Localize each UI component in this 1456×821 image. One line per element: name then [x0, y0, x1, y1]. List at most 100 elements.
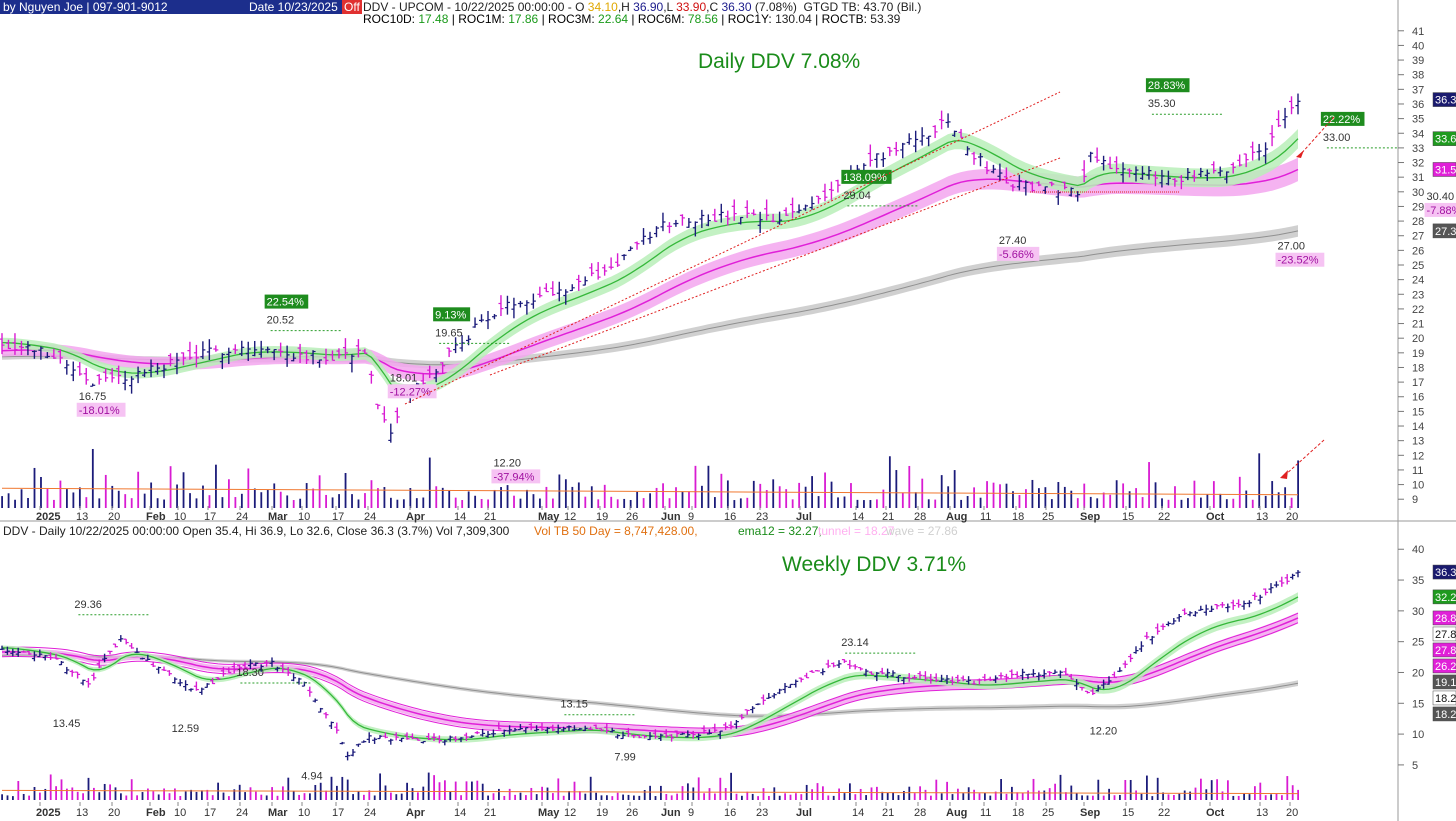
volume-bar [978, 793, 981, 800]
x-tick-label: 10 [298, 807, 310, 819]
candle [442, 739, 448, 746]
candle [26, 650, 32, 655]
volume-bar [184, 791, 187, 800]
candle [361, 740, 367, 743]
y-tick-label: 39 [1412, 55, 1424, 67]
y-tick-label: 20 [1412, 667, 1424, 679]
candle [544, 726, 550, 734]
candle [771, 693, 777, 699]
candle [1081, 160, 1087, 183]
candle [103, 368, 109, 382]
candle [215, 677, 221, 680]
x-tick-label: Feb [146, 807, 166, 819]
candle [933, 673, 939, 683]
y-tick-label: 37 [1412, 84, 1424, 96]
price-label-box [1432, 690, 1456, 706]
candle [91, 672, 97, 681]
volume-bar [1043, 790, 1046, 800]
candle [523, 727, 529, 734]
volume-bar [1162, 792, 1164, 800]
volume-bar [816, 783, 819, 800]
roctb-label: ROCTB: [821, 12, 867, 26]
low-label: ,L [663, 0, 673, 14]
candle [187, 341, 193, 360]
volume-bar [87, 777, 90, 800]
x-tick-label: 28 [914, 807, 926, 819]
volume-bar [1290, 497, 1293, 508]
volume-bar [276, 795, 279, 800]
candle [976, 678, 982, 685]
volume-bar [654, 796, 657, 800]
volume-bar [465, 781, 468, 800]
volume-bar [1086, 795, 1089, 800]
candle [1133, 166, 1139, 182]
candle [237, 664, 243, 672]
candle [751, 209, 757, 216]
annotation-low: 30.40 [1427, 191, 1455, 203]
candle [1146, 166, 1152, 180]
candle [239, 340, 245, 357]
candle [183, 680, 189, 691]
candle [1101, 679, 1107, 689]
volume-bar [449, 791, 452, 800]
volume-bar [314, 784, 317, 800]
candle [1185, 168, 1191, 181]
volume-bar [1102, 795, 1105, 800]
roc-line: ROC10D: 17.48 | ROC1M: 17.86 | ROC3M: 22… [363, 12, 901, 26]
candle [809, 670, 815, 673]
volume-bar [973, 487, 975, 508]
volume-bar [681, 491, 684, 508]
candle [355, 339, 361, 358]
volume-bar [600, 795, 603, 800]
volume-bar [1281, 795, 1283, 800]
volume-bar [892, 792, 894, 800]
volume-bar [539, 498, 541, 508]
high-value: 36.90 [633, 0, 664, 14]
candle [932, 125, 938, 139]
candle [602, 264, 608, 276]
candle [628, 246, 634, 252]
candle [1023, 180, 1029, 196]
volume-bar [697, 777, 700, 800]
candle [399, 737, 405, 743]
volume-bar [992, 482, 995, 508]
candle [507, 725, 513, 735]
volume-bar [53, 499, 55, 508]
candle [323, 712, 329, 719]
volume-bar [124, 494, 127, 508]
y-tick-label: 23 [1412, 289, 1424, 301]
volume-bar [759, 483, 762, 508]
candle [1068, 187, 1074, 197]
volume-bar [908, 786, 911, 800]
volume-bar [461, 500, 464, 508]
volume-bar [114, 787, 117, 800]
off-toggle[interactable]: Off [342, 0, 362, 14]
candle [1269, 125, 1275, 147]
candle [440, 362, 446, 374]
candle [496, 722, 502, 730]
candle [122, 370, 128, 391]
volume-bar [940, 793, 943, 800]
candle [1088, 151, 1094, 163]
volume-bar [953, 470, 956, 508]
candle [674, 730, 680, 738]
candle [663, 729, 669, 738]
annotation-low: 12.20 [1090, 726, 1118, 738]
volume-bar [190, 789, 192, 800]
volume-bar [27, 497, 29, 508]
candle [543, 283, 549, 293]
candle [537, 286, 543, 298]
x-axis: 2025 13 20 Feb 10 17 24 Mar 10 17 24 Apr 14 21 May 12 19… [36, 802, 1298, 819]
candle [900, 142, 906, 159]
y-tick-label: 40 [1412, 544, 1424, 556]
volume-bar [1245, 490, 1248, 508]
candle [271, 348, 277, 361]
volume-bar [379, 773, 381, 800]
volume-bar [222, 792, 225, 800]
candle [660, 212, 666, 232]
candle [958, 128, 964, 138]
candle [1290, 573, 1296, 580]
candle [755, 703, 761, 706]
candle [798, 677, 804, 683]
